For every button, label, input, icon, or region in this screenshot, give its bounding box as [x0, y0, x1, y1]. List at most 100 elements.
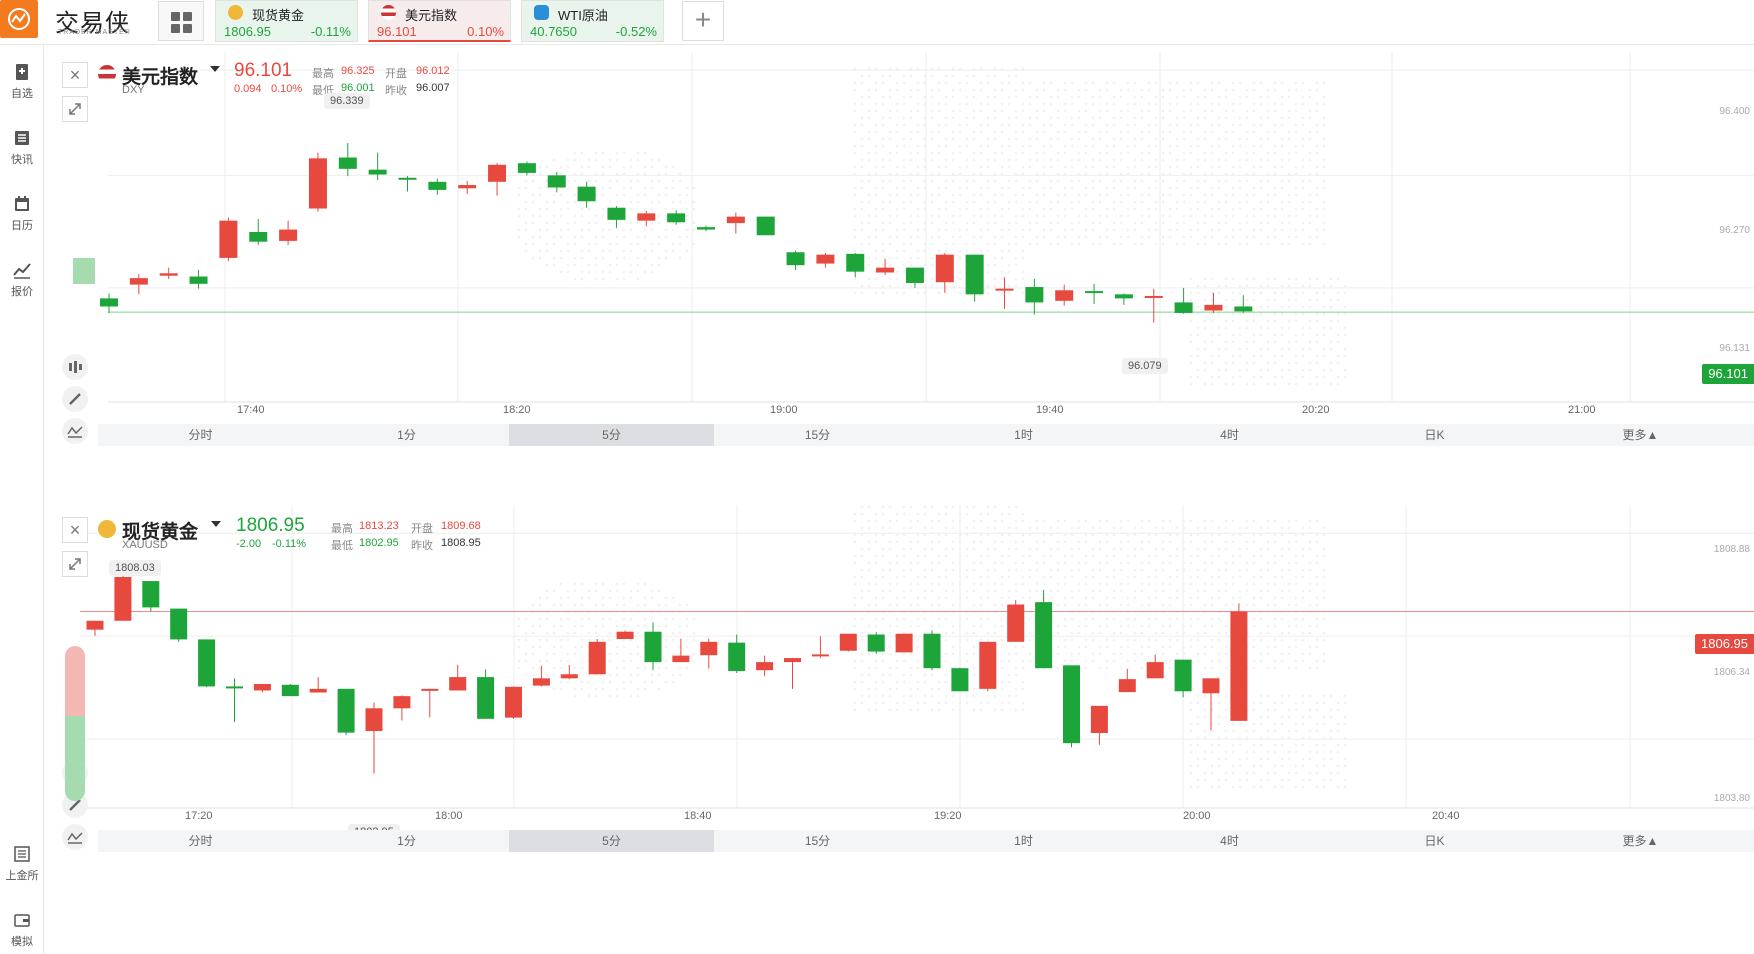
map-dot	[888, 130, 892, 134]
map-dot	[1007, 596, 1011, 600]
chart-type-button[interactable]	[62, 418, 88, 444]
map-dot	[972, 708, 976, 712]
more-periods-button[interactable]: 更多▲	[1622, 834, 1659, 848]
map-dot	[524, 179, 528, 183]
logo[interactable]: 交易侠 TRADER MASTER	[0, 0, 140, 42]
map-dot	[1343, 305, 1347, 309]
map-dot	[867, 214, 871, 218]
tab-dxy[interactable]: 美元指数 96.101 0.10%	[368, 0, 511, 42]
sidebar-item-calendar[interactable]: 日历	[0, 195, 44, 233]
map-dot	[1238, 785, 1242, 789]
map-dot	[1329, 326, 1333, 330]
period-option[interactable]: 4时	[1220, 428, 1239, 442]
candlestick-chart-gold[interactable]	[50, 505, 1754, 925]
map-dot	[1154, 102, 1158, 106]
expand-panel-button[interactable]	[62, 96, 88, 122]
map-dot	[1161, 235, 1165, 239]
instrument-name[interactable]: 美元指数	[122, 67, 199, 88]
candlestick-chart-dxy[interactable]	[50, 50, 1754, 460]
sidebar-item-quotes[interactable]: 报价	[0, 261, 44, 299]
period-option[interactable]: 15分	[804, 428, 831, 442]
map-dot	[1203, 235, 1207, 239]
indicator-tool-button[interactable]	[62, 354, 88, 380]
period-option[interactable]: 日K	[1424, 428, 1445, 442]
period-option[interactable]: 分时	[188, 834, 213, 848]
volume-range-slider[interactable]	[65, 646, 85, 801]
period-option-active[interactable]: 5分	[509, 424, 714, 446]
sidebar-item-watchlist[interactable]: 自选	[0, 63, 44, 101]
map-dot	[1161, 526, 1165, 530]
tab-wti[interactable]: WTI原油 40.7650 -0.52%	[521, 0, 664, 42]
candle-body	[588, 641, 606, 675]
map-dot	[1224, 151, 1228, 155]
map-dot	[1294, 207, 1298, 211]
map-dot	[1140, 547, 1144, 551]
tab-gold[interactable]: 现货黄金 1806.95 -0.11%	[215, 0, 358, 42]
map-dot	[524, 617, 528, 621]
map-dot	[1021, 575, 1025, 579]
map-dot	[1084, 617, 1088, 621]
period-option[interactable]: 1分	[397, 834, 416, 848]
map-dot	[944, 242, 948, 246]
map-dot	[1063, 186, 1067, 190]
period-option[interactable]: 1分	[397, 428, 416, 442]
map-dot	[1224, 88, 1228, 92]
map-dot	[1287, 235, 1291, 239]
map-dot	[1273, 708, 1277, 712]
map-dot	[923, 533, 927, 537]
period-option[interactable]: 1时	[1014, 428, 1033, 442]
sidebar-item-sge[interactable]: 上金所	[0, 845, 44, 883]
map-dot	[1042, 123, 1046, 127]
map-dot	[1238, 547, 1242, 551]
sidebar-item-simulation[interactable]: 模拟	[0, 911, 44, 949]
map-dot	[1210, 533, 1214, 537]
map-dot	[1203, 589, 1207, 593]
period-option-active[interactable]: 5分	[509, 830, 714, 852]
dropdown-caret-icon[interactable]	[211, 521, 221, 527]
map-dot	[937, 624, 941, 628]
map-dot	[1294, 582, 1298, 586]
sidebar-item-news[interactable]: 快讯	[0, 129, 44, 167]
x-axis-label: 17:20	[185, 810, 213, 822]
draw-tool-button[interactable]	[62, 386, 88, 412]
instrument-name[interactable]: 现货黄金	[122, 522, 199, 543]
map-dot	[1007, 221, 1011, 225]
map-dot	[895, 554, 899, 558]
more-periods-button[interactable]: 更多▲	[1622, 428, 1659, 442]
close-panel-button[interactable]: ×	[62, 62, 88, 88]
chart-type-button[interactable]	[62, 824, 88, 850]
map-dot	[552, 645, 556, 649]
layout-grid-button[interactable]	[158, 1, 204, 41]
map-dot	[1182, 172, 1186, 176]
map-dot	[678, 193, 682, 197]
add-tab-button[interactable]: +	[682, 1, 724, 41]
map-dot	[1161, 568, 1165, 572]
dropdown-caret-icon[interactable]	[210, 66, 220, 72]
map-dot	[1308, 589, 1312, 593]
period-option[interactable]: 4时	[1220, 834, 1239, 848]
map-dot	[965, 589, 969, 593]
map-dot	[860, 568, 864, 572]
map-dot	[538, 645, 542, 649]
map-dot	[1294, 354, 1298, 358]
period-option[interactable]: 分时	[188, 428, 213, 442]
map-dot	[1259, 137, 1263, 141]
map-dot	[1294, 193, 1298, 197]
period-option[interactable]: 日K	[1424, 834, 1445, 848]
map-dot	[643, 207, 647, 211]
map-dot	[909, 673, 913, 677]
map-dot	[930, 687, 934, 691]
close-panel-button[interactable]: ×	[62, 517, 88, 543]
map-dot	[1063, 235, 1067, 239]
map-dot	[1091, 575, 1095, 579]
candle-body	[839, 633, 857, 651]
map-dot	[545, 673, 549, 677]
map-dot	[916, 214, 920, 218]
period-option[interactable]: 1时	[1014, 834, 1033, 848]
period-option[interactable]: 15分	[804, 834, 831, 848]
expand-panel-button[interactable]	[62, 551, 88, 577]
y-axis-label: 1808.88	[1713, 544, 1750, 555]
map-dot	[1021, 207, 1025, 211]
map-dot	[1056, 242, 1060, 246]
map-dot	[1049, 589, 1053, 593]
